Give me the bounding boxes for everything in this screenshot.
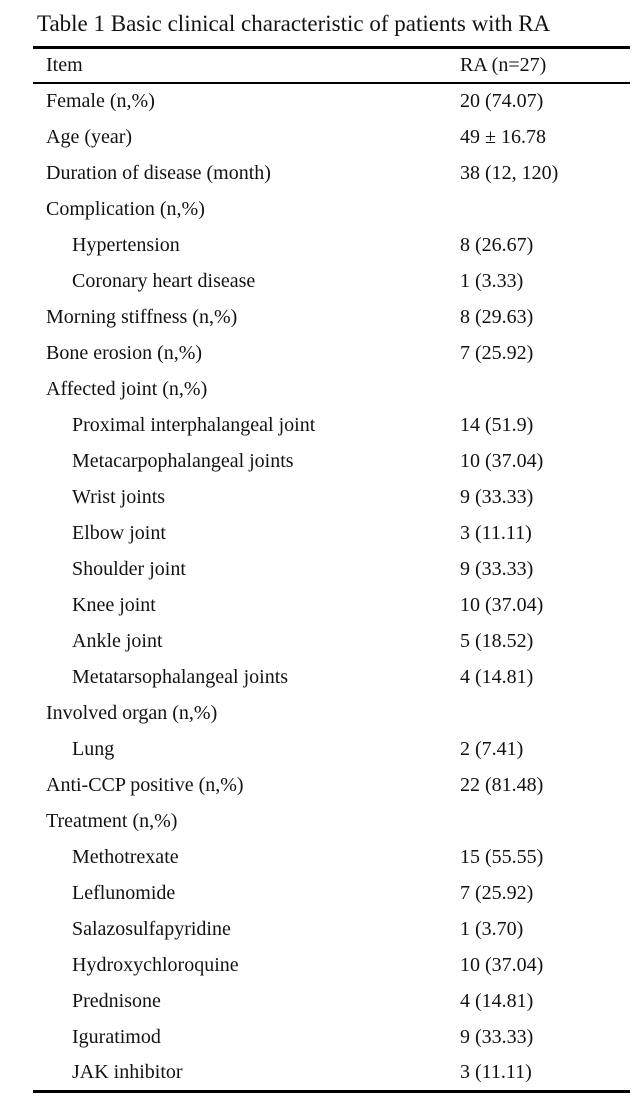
table-row: Prednisone 4 (14.81) (33, 983, 630, 1019)
item-cell: Iguratimod (72, 1025, 161, 1048)
table-row: Ankle joint 5 (18.52) (33, 623, 630, 659)
item-cell: Knee joint (72, 593, 156, 616)
value-cell: 10 (37.04) (460, 449, 544, 472)
value-cell: 2 (7.41) (460, 737, 524, 760)
item-cell: Wrist joints (72, 485, 166, 508)
table-row: Involved organ (n,%) (33, 695, 630, 731)
item-cell: Treatment (n,%) (46, 809, 178, 832)
value-cell: 14 (51.9) (460, 413, 534, 436)
value-cell (460, 191, 630, 227)
table-row: Duration of disease (month) 38 (12, 120) (33, 155, 630, 191)
item-cell: Salazosulfapyridine (72, 917, 231, 940)
item-cell: Morning stiffness (n,%) (46, 305, 238, 328)
item-cell: Elbow joint (72, 521, 166, 544)
table-row: Complication (n,%) (33, 191, 630, 227)
table-row: Salazosulfapyridine 1 (3.70) (33, 911, 630, 947)
value-cell: 5 (18.52) (460, 629, 534, 652)
table-body: Female (n,%) 20 (74.07) Age (year) 49 ± 16.… (33, 83, 630, 1091)
value-cell: 4 (14.81) (460, 665, 534, 688)
item-cell: Coronary heart disease (72, 269, 256, 292)
table-row: Age (year) 49 ± 16.78 (33, 119, 630, 155)
item-cell: JAK inhibitor (72, 1060, 183, 1083)
item-cell: Methotrexate (72, 845, 179, 868)
value-cell: 7 (25.92) (460, 881, 534, 904)
table-row: Anti-CCP positive (n,%) 22 (81.48) (33, 767, 630, 803)
table-row: Metacarpophalangeal joints 10 (37.04) (33, 443, 630, 479)
table-row: Wrist joints 9 (33.33) (33, 479, 630, 515)
value-cell: 22 (81.48) (460, 773, 544, 796)
table-row: Knee joint 10 (37.04) (33, 587, 630, 623)
item-cell: Prednisone (72, 989, 161, 1012)
value-cell: 7 (25.92) (460, 341, 534, 364)
table-row: Affected joint (n,%) (33, 371, 630, 407)
item-cell: Duration of disease (month) (46, 161, 271, 184)
table-row: Morning stiffness (n,%) 8 (29.63) (33, 299, 630, 335)
table-row: Methotrexate 15 (55.55) (33, 839, 630, 875)
value-cell: 8 (29.63) (460, 305, 534, 328)
item-cell: Leflunomide (72, 881, 176, 904)
item-cell: Proximal interphalangeal joint (72, 413, 316, 436)
table-row: Coronary heart disease 1 (3.33) (33, 263, 630, 299)
value-cell: 20 (74.07) (460, 90, 544, 112)
value-cell: 4 (14.81) (460, 989, 534, 1012)
table-row: Iguratimod 9 (33.33) (33, 1019, 630, 1055)
value-cell: 10 (37.04) (460, 953, 544, 976)
table-row: Lung 2 (7.41) (33, 731, 630, 767)
item-cell: Metatarsophalangeal joints (72, 665, 289, 688)
table-row: Female (n,%) 20 (74.07) (33, 83, 630, 119)
item-cell: Bone erosion (n,%) (46, 341, 203, 364)
table-row: Treatment (n,%) (33, 803, 630, 839)
value-cell: 1 (3.33) (460, 269, 524, 292)
value-cell: 15 (55.55) (460, 845, 544, 868)
table-row: Hydroxychloroquine 10 (37.04) (33, 947, 630, 983)
item-cell: Involved organ (n,%) (46, 701, 218, 724)
value-cell: 3 (11.11) (460, 521, 532, 544)
value-cell: 3 (11.11) (460, 1060, 532, 1083)
table-caption: Table 1 Basic clinical characteristic of… (37, 11, 551, 36)
value-cell: 49 ± 16.78 (460, 125, 546, 148)
value-cell (460, 371, 630, 407)
value-cell: 10 (37.04) (460, 593, 544, 616)
value-cell: 8 (26.67) (460, 233, 534, 256)
item-cell: Age (year) (46, 125, 133, 148)
table-row: JAK inhibitor 3 (11.11) (33, 1055, 630, 1091)
item-cell: Lung (72, 737, 115, 760)
value-cell: 9 (33.33) (460, 557, 534, 580)
column-header-ra: RA (n=27) (460, 47, 630, 84)
table-row: Elbow joint 3 (11.11) (33, 515, 630, 551)
table-row: Metatarsophalangeal joints 4 (14.81) (33, 659, 630, 695)
item-cell: Metacarpophalangeal joints (72, 449, 294, 472)
value-cell: 38 (12, 120) (460, 161, 559, 184)
clinical-characteristics-table: Item RA (n=27) Female (n,%) 20 (74.07) Age… (33, 46, 630, 1093)
header-row: Item RA (n=27) (33, 47, 630, 84)
item-cell: Affected joint (n,%) (46, 377, 208, 400)
table-row: Proximal interphalangeal joint 14 (51.9) (33, 407, 630, 443)
table-row: Leflunomide 7 (25.92) (33, 875, 630, 911)
value-cell: 9 (33.33) (460, 485, 534, 508)
value-cell: 9 (33.33) (460, 1025, 534, 1048)
column-header-item: Item (33, 47, 460, 84)
item-cell: Complication (n,%) (46, 197, 205, 220)
item-cell: Shoulder joint (72, 557, 186, 580)
value-cell (460, 695, 630, 731)
value-cell: 1 (3.70) (460, 917, 524, 940)
item-cell: Hydroxychloroquine (72, 953, 239, 976)
value-cell (460, 803, 630, 839)
item-cell: Anti-CCP positive (n,%) (46, 773, 244, 796)
item-cell: Female (n,%) (46, 90, 155, 112)
item-cell: Hypertension (72, 233, 180, 256)
table-row: Bone erosion (n,%) 7 (25.92) (33, 335, 630, 371)
table-row: Shoulder joint 9 (33.33) (33, 551, 630, 587)
table-row: Hypertension 8 (26.67) (33, 227, 630, 263)
item-cell: Ankle joint (72, 629, 163, 652)
